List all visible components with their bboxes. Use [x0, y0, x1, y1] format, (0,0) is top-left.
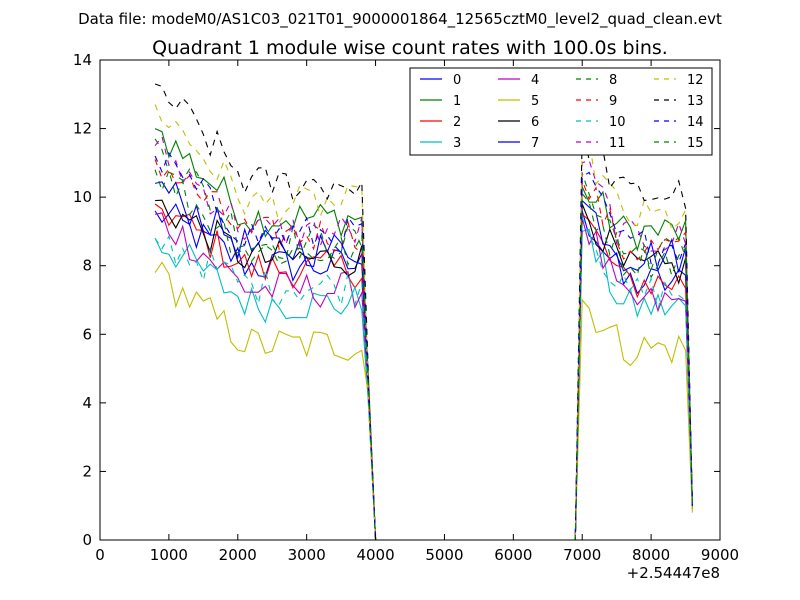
x-tick-label: 5000: [425, 546, 463, 564]
series-line-5: [154, 261, 693, 540]
legend-box: [409, 67, 713, 156]
series-line-3: [154, 228, 693, 540]
series-line-4: [154, 212, 693, 540]
series-line-14: [154, 151, 693, 540]
series-line-1: [154, 128, 693, 540]
x-axis-offset-label: +2.54447e8: [627, 564, 720, 582]
chart-title: Quadrant 1 module wise count rates with …: [152, 37, 668, 59]
legend-label-12: 12: [687, 73, 704, 88]
legend-label-5: 5: [531, 94, 539, 109]
series-line-12: [154, 104, 693, 540]
legend-label-8: 8: [609, 73, 617, 88]
series-line-15: [154, 168, 693, 540]
x-tick-label: 4000: [356, 546, 394, 564]
x-tick-label: 1000: [150, 546, 188, 564]
y-tick-label: 10: [73, 188, 92, 206]
legend-label-1: 1: [453, 94, 461, 109]
x-tick-label: 2000: [219, 546, 257, 564]
legend-label-0: 0: [453, 73, 461, 88]
series-line-13: [154, 83, 693, 540]
legend-label-15: 15: [687, 136, 704, 151]
x-tick-label: 8000: [632, 546, 670, 564]
series-line-10: [154, 217, 693, 540]
legend-label-9: 9: [609, 94, 617, 109]
series-line-0: [154, 203, 693, 540]
y-tick-label: 12: [73, 120, 92, 138]
suptitle: Data file: modeM0/AS1C03_021T01_90000018…: [78, 10, 722, 29]
legend-label-2: 2: [453, 115, 461, 130]
y-tick-label: 4: [82, 394, 92, 412]
legend-label-13: 13: [687, 94, 704, 109]
y-tick-label: 2: [82, 462, 92, 480]
x-tick-label: 9000: [701, 546, 739, 564]
series-line-8: [154, 138, 693, 540]
x-tick-label: 6000: [494, 546, 532, 564]
legend-label-6: 6: [531, 115, 539, 130]
y-tick-label: 8: [82, 257, 92, 275]
y-tick-label: 6: [82, 325, 92, 343]
y-tick-label: 0: [82, 531, 92, 549]
x-tick-label: 0: [95, 546, 105, 564]
legend-label-4: 4: [531, 73, 539, 88]
x-tick-label: 7000: [563, 546, 601, 564]
y-tick-label: 14: [73, 51, 92, 69]
legend-label-10: 10: [609, 115, 626, 130]
series-line-7: [154, 181, 693, 540]
legend-label-11: 11: [609, 136, 626, 151]
legend-label-3: 3: [453, 136, 461, 151]
plot-area: 0 1000 2000 3000 4000 5000 6000 7000 8000 9000 0 2 4…: [73, 51, 739, 564]
axes-frame: [99, 59, 721, 541]
legend-label-7: 7: [531, 136, 539, 151]
legend-label-14: 14: [687, 115, 704, 130]
series-line-9: [154, 159, 693, 540]
x-tick-label: 3000: [288, 546, 326, 564]
